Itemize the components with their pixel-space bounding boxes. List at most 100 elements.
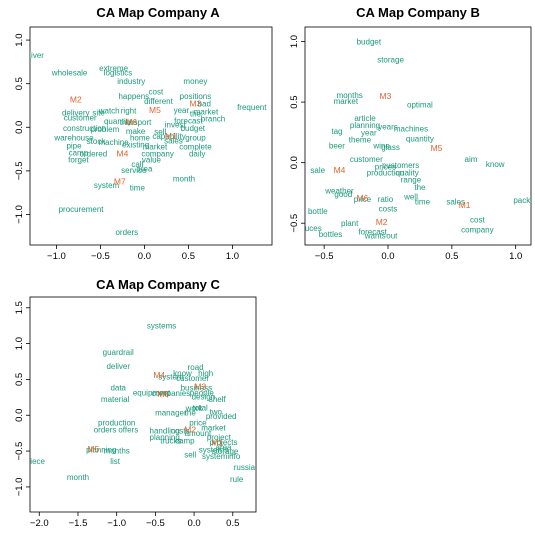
word-point: customer <box>350 155 383 164</box>
word-point: systems <box>147 322 176 331</box>
y-tick-label: −1.0 <box>14 205 25 224</box>
word-point: bottles <box>319 230 343 239</box>
model-point: M4 <box>153 370 165 380</box>
word-point: companies <box>152 389 191 398</box>
model-point: M6 <box>157 389 169 399</box>
word-point: offers <box>118 426 138 435</box>
model-point: M6 <box>357 193 369 203</box>
word-point: time <box>130 183 146 192</box>
word-point: right <box>121 107 137 116</box>
word-point: money <box>183 77 207 86</box>
word-point: planning <box>350 121 380 130</box>
y-tick-label: 0.5 <box>14 77 25 90</box>
word-point: budget <box>357 38 382 47</box>
model-point: M3 <box>194 382 206 392</box>
word-point: positions <box>180 92 212 101</box>
word-point: market <box>194 108 219 117</box>
word-point: data <box>110 383 126 392</box>
word-point: existing <box>122 141 149 150</box>
word-point: company <box>141 149 173 158</box>
y-tick-label: 1.0 <box>14 337 25 350</box>
word-point: home <box>130 134 151 143</box>
word-point: people <box>190 388 215 397</box>
word-point: business <box>181 383 213 392</box>
word-point: eliver <box>25 51 44 60</box>
word-point: customer <box>176 374 209 383</box>
word-point: problem <box>90 125 119 134</box>
word-point: cost <box>149 88 164 97</box>
word-point: ratio <box>378 195 394 204</box>
word-point: article <box>354 114 376 123</box>
x-tick-label: 1.0 <box>226 251 239 262</box>
word-point: work <box>185 404 204 413</box>
word-point: months <box>337 91 363 100</box>
word-point: trucks <box>160 436 181 445</box>
word-point: good <box>334 190 352 199</box>
word-point: delivery <box>62 108 90 117</box>
word-point: well <box>403 193 418 202</box>
word-point: provided <box>206 412 237 421</box>
word-point: systeminfo <box>202 452 241 461</box>
model-point: M5 <box>88 444 100 454</box>
y-tick-label: −0.5 <box>14 161 25 180</box>
word-point: list <box>110 457 121 466</box>
word-point: daily <box>189 149 205 158</box>
word-point: happens <box>118 92 149 101</box>
word-point: system <box>158 373 184 382</box>
word-point: guardrail <box>103 348 134 357</box>
word-point: forecast <box>174 116 203 125</box>
word-point: production <box>98 418 135 427</box>
model-point: M2 <box>70 94 82 104</box>
word-point: ordered <box>80 149 108 158</box>
word-point: area <box>215 443 232 452</box>
word-point: capability <box>152 132 185 141</box>
word-point: range <box>401 176 422 185</box>
model-point: M2 <box>376 217 388 227</box>
word-point: wine <box>372 142 390 151</box>
y-tick-label: 0.0 <box>14 121 25 134</box>
model-point: M1 <box>211 437 223 447</box>
y-tick-label: 0.5 <box>289 95 300 108</box>
word-point: know <box>486 160 505 169</box>
y-tick-label: −0.5 <box>14 442 25 461</box>
word-point: complete <box>179 142 212 151</box>
word-point: transport <box>120 118 152 127</box>
word-point: quality <box>396 168 419 177</box>
word-point: amount <box>185 429 212 438</box>
y-tick-label: 1.5 <box>14 301 25 314</box>
word-point: costs <box>171 426 190 435</box>
word-point: road <box>188 363 204 372</box>
word-point: design <box>192 393 216 402</box>
word-point: prices <box>375 162 396 171</box>
word-point: cost <box>470 216 485 225</box>
word-point: time <box>415 197 431 206</box>
y-tick-label: 1.0 <box>14 33 25 46</box>
word-point: costs <box>379 205 398 214</box>
model-point: M2 <box>184 425 196 435</box>
word-point: the <box>190 109 202 118</box>
model-point: M1 <box>165 131 177 141</box>
model-point: M4 <box>116 148 128 158</box>
panel-title: CA Map Company C <box>96 277 220 292</box>
word-point: customer <box>64 114 97 123</box>
word-point: make <box>126 127 146 136</box>
word-point: the <box>185 408 197 417</box>
word-point: quantity <box>104 117 132 126</box>
word-point: machines <box>394 125 428 134</box>
word-point: russia <box>234 463 256 472</box>
word-point: know <box>173 369 192 378</box>
plot-frame <box>29 296 257 513</box>
model-point: M1 <box>459 200 471 210</box>
word-point: the <box>414 183 426 192</box>
word-point: budget <box>181 124 206 133</box>
word-point: machine <box>98 138 129 147</box>
word-point: service <box>121 166 147 175</box>
word-point: customers <box>382 161 419 170</box>
word-point: bad <box>198 100 211 109</box>
word-point: years <box>378 122 398 131</box>
y-tick-label: 0.0 <box>289 156 300 169</box>
word-point: market <box>143 142 168 151</box>
word-point: wants <box>364 231 386 240</box>
model-point: M3 <box>190 99 202 109</box>
